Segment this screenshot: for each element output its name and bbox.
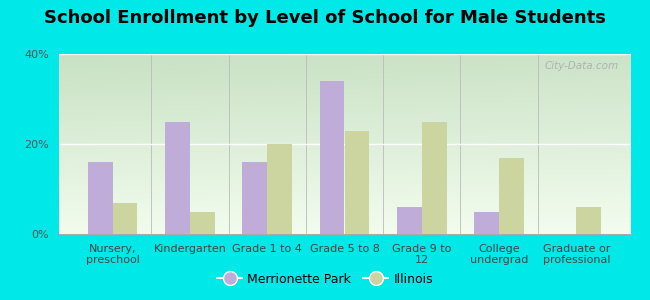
Bar [320, 81, 345, 234]
Bar [344, 130, 369, 234]
Bar [422, 122, 447, 234]
Bar [499, 158, 524, 234]
Bar [397, 207, 422, 234]
Bar [165, 122, 190, 234]
Text: City-Data.com: City-Data.com [545, 61, 619, 71]
Text: School Enrollment by Level of School for Male Students: School Enrollment by Level of School for… [44, 9, 606, 27]
Bar [474, 212, 499, 234]
Bar [242, 162, 267, 234]
Bar [190, 212, 214, 234]
Bar [88, 162, 112, 234]
Bar [577, 207, 601, 234]
Legend: Merrionette Park, Illinois: Merrionette Park, Illinois [212, 268, 438, 291]
Bar [267, 144, 292, 234]
Bar [112, 202, 137, 234]
